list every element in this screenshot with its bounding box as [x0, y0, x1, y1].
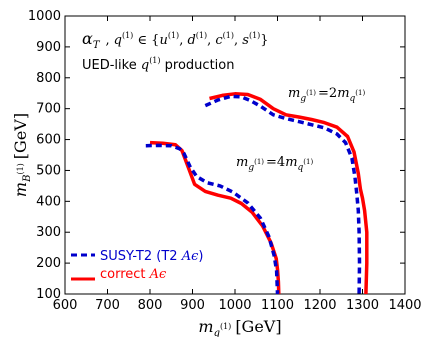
x-tick-label: 1300	[346, 298, 379, 313]
x-tick-label: 1000	[218, 298, 251, 313]
y-tick-label: 1000	[28, 9, 61, 24]
x-tick-label: 900	[180, 298, 205, 313]
x-axis-title: mq(1) [GeV]	[198, 317, 281, 337]
x-tick-label: 600	[53, 298, 78, 313]
y-tick-label: 700	[36, 102, 61, 117]
y-tick-label: 300	[36, 225, 61, 240]
legend-label-correct: correct Aϵ	[100, 267, 167, 282]
x-tick-label: 1400	[388, 298, 421, 313]
curve-label-2m: mg(1) =2mq(1)	[288, 86, 365, 104]
y-axis-title: mB(1)[GeV]	[11, 113, 33, 197]
axis-ticks: 600 700 800 900 1000 1100 1200 1300 1400 100 200 30…	[28, 9, 422, 313]
y-tick-label: 800	[36, 71, 61, 86]
curve-label-4m: mg(1) =4mq(1)	[236, 155, 313, 173]
y-tick-label: 100	[36, 287, 61, 302]
y-tick-label: 400	[36, 194, 61, 209]
y-tick-label: 600	[36, 133, 61, 148]
x-tick-label: 1100	[261, 298, 294, 313]
y-tick-label: 900	[36, 40, 61, 55]
series-line-4m-dashed	[145, 143, 280, 295]
y-tick-label: 500	[36, 163, 61, 178]
x-tick-label: 800	[138, 298, 163, 313]
y-tick-label: 200	[36, 256, 61, 271]
x-tick-label: 700	[95, 298, 120, 313]
annotation-line1: αT, q(1) ∈ {u(1), d(1), c(1), s(1)}	[82, 29, 269, 51]
annotation-line2: UED-like q(1) production	[82, 56, 234, 73]
legend: SUSY-T2 (T2 Aϵ) correct Aϵ	[71, 249, 203, 282]
x-tick-label: 1200	[303, 298, 336, 313]
series-line-2m-solid	[209, 92, 369, 295]
legend-label-susy: SUSY-T2 (T2 Aϵ)	[100, 249, 203, 264]
series-line-2m-dashed	[204, 94, 362, 295]
curves	[145, 92, 369, 295]
